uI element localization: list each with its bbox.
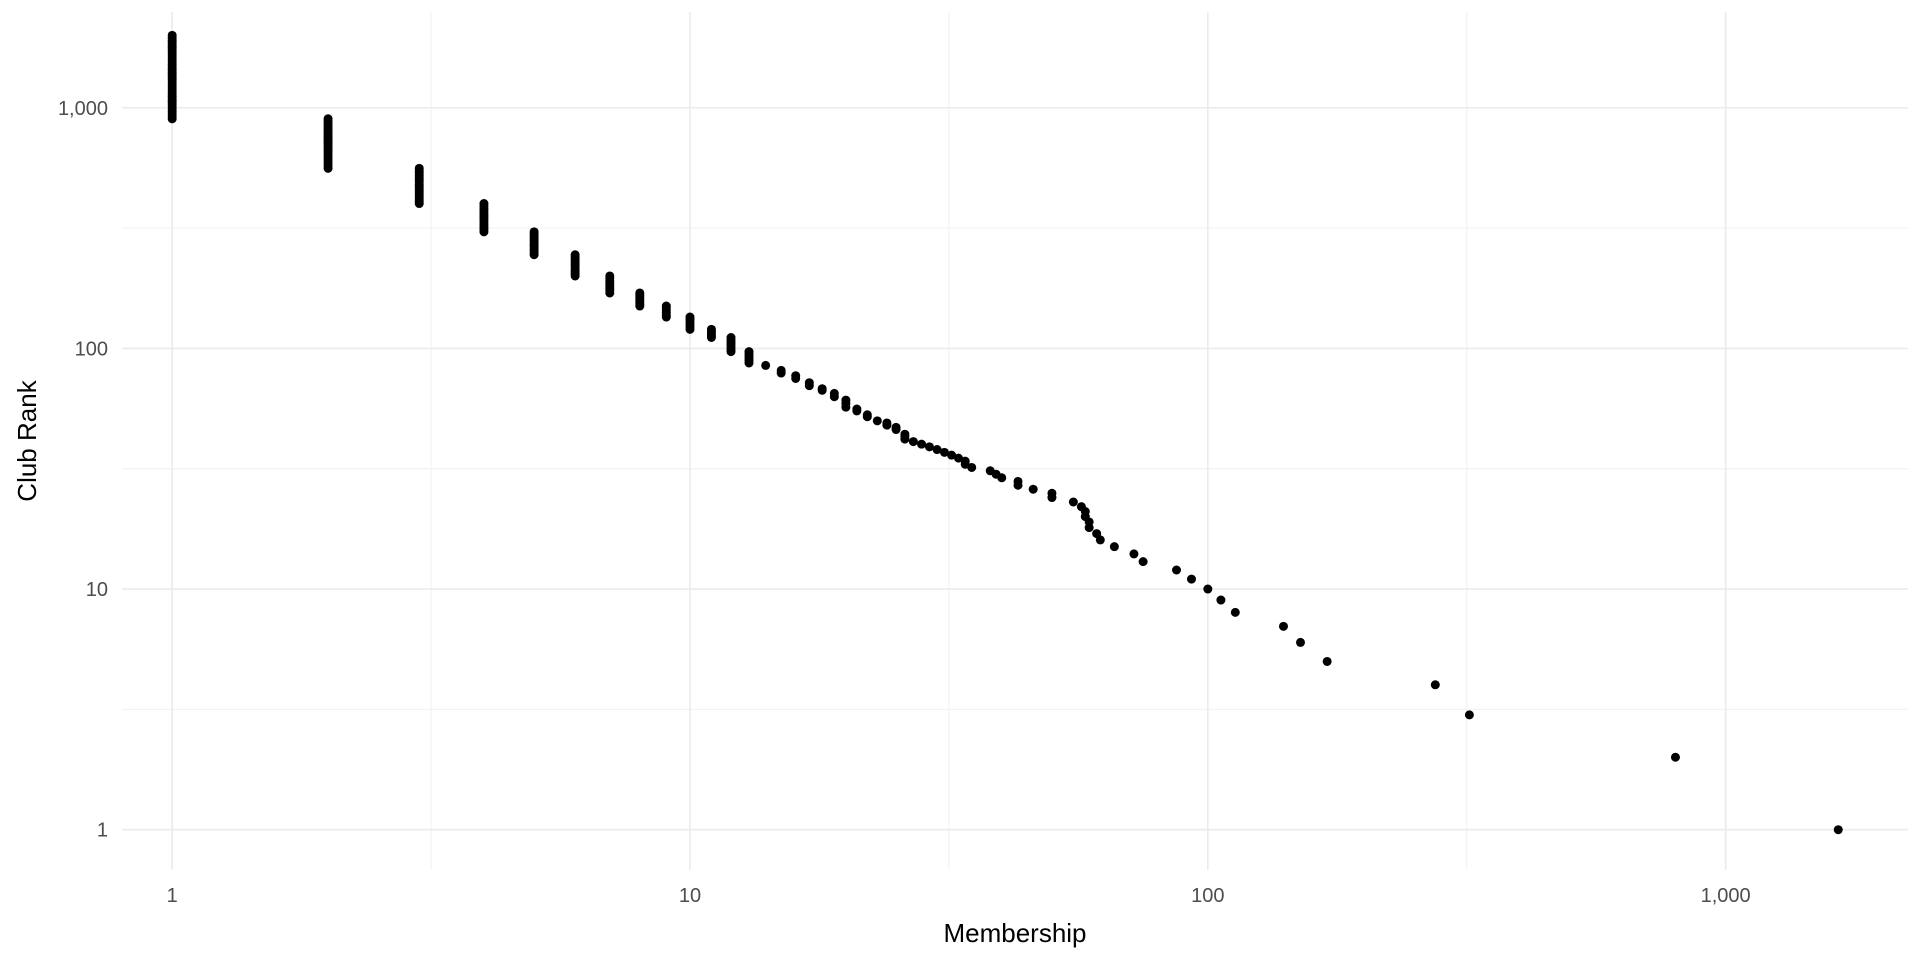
data-point	[862, 412, 872, 422]
data-point	[1047, 493, 1057, 503]
data-points	[167, 30, 1843, 835]
data-point	[661, 312, 671, 322]
data-point	[891, 425, 901, 435]
x-tick-label: 100	[1191, 885, 1224, 907]
data-point	[761, 360, 771, 370]
data-point	[726, 347, 736, 357]
data-point	[908, 437, 918, 447]
data-point	[685, 324, 695, 334]
data-point	[479, 227, 489, 237]
data-point	[1171, 565, 1181, 575]
data-point	[1464, 710, 1474, 720]
data-point	[1084, 523, 1094, 533]
x-tick-label: 1,000	[1701, 885, 1751, 907]
data-point	[804, 381, 814, 391]
data-point	[841, 402, 851, 412]
data-point	[605, 288, 615, 298]
y-tick-label: 100	[75, 338, 108, 360]
data-point	[744, 358, 754, 368]
y-axis-tick-labels: 1 10 100 1,000	[58, 98, 108, 842]
data-point	[1670, 752, 1680, 762]
data-point	[791, 373, 801, 383]
data-point	[414, 199, 424, 209]
data-point	[1216, 595, 1226, 605]
data-point	[570, 271, 580, 281]
y-tick-label: 10	[86, 579, 108, 601]
data-point	[1138, 557, 1148, 567]
x-axis-title: Membership	[943, 918, 1086, 948]
data-point	[882, 420, 892, 430]
data-point	[323, 163, 333, 173]
data-point	[1186, 574, 1196, 584]
data-point	[900, 434, 910, 444]
data-point	[529, 250, 539, 260]
data-point	[1295, 637, 1305, 647]
data-point	[1230, 607, 1240, 617]
data-point	[997, 473, 1007, 483]
data-point	[1013, 480, 1023, 490]
data-point	[939, 447, 949, 457]
data-point	[1203, 584, 1213, 594]
data-point	[1278, 621, 1288, 631]
data-point	[917, 439, 927, 449]
data-point	[947, 450, 957, 460]
data-point	[1109, 542, 1119, 552]
y-tick-label: 1,000	[58, 98, 108, 120]
data-point	[635, 301, 645, 311]
y-tick-label: 1	[97, 820, 108, 842]
x-tick-label: 10	[679, 885, 701, 907]
data-point	[817, 385, 827, 395]
data-point	[167, 114, 177, 124]
x-tick-label: 1	[167, 885, 178, 907]
data-point	[1129, 549, 1139, 559]
data-point	[1095, 535, 1105, 545]
y-axis-title: Club Rank	[12, 379, 42, 501]
data-point	[932, 445, 942, 455]
data-point	[829, 392, 839, 402]
data-point	[1430, 680, 1440, 690]
minor-gridlines	[122, 12, 1908, 870]
data-point	[872, 416, 882, 426]
x-axis-tick-labels: 1 10 100 1,000	[167, 885, 1751, 907]
data-point	[1028, 484, 1038, 494]
major-gridlines	[122, 12, 1908, 870]
data-point	[1833, 825, 1843, 835]
data-point	[967, 462, 977, 472]
data-point	[953, 453, 963, 463]
data-point	[852, 406, 862, 416]
data-point	[1068, 497, 1078, 507]
data-point	[706, 332, 716, 342]
data-point	[776, 368, 786, 378]
data-point	[1322, 656, 1332, 666]
data-point	[924, 442, 934, 452]
